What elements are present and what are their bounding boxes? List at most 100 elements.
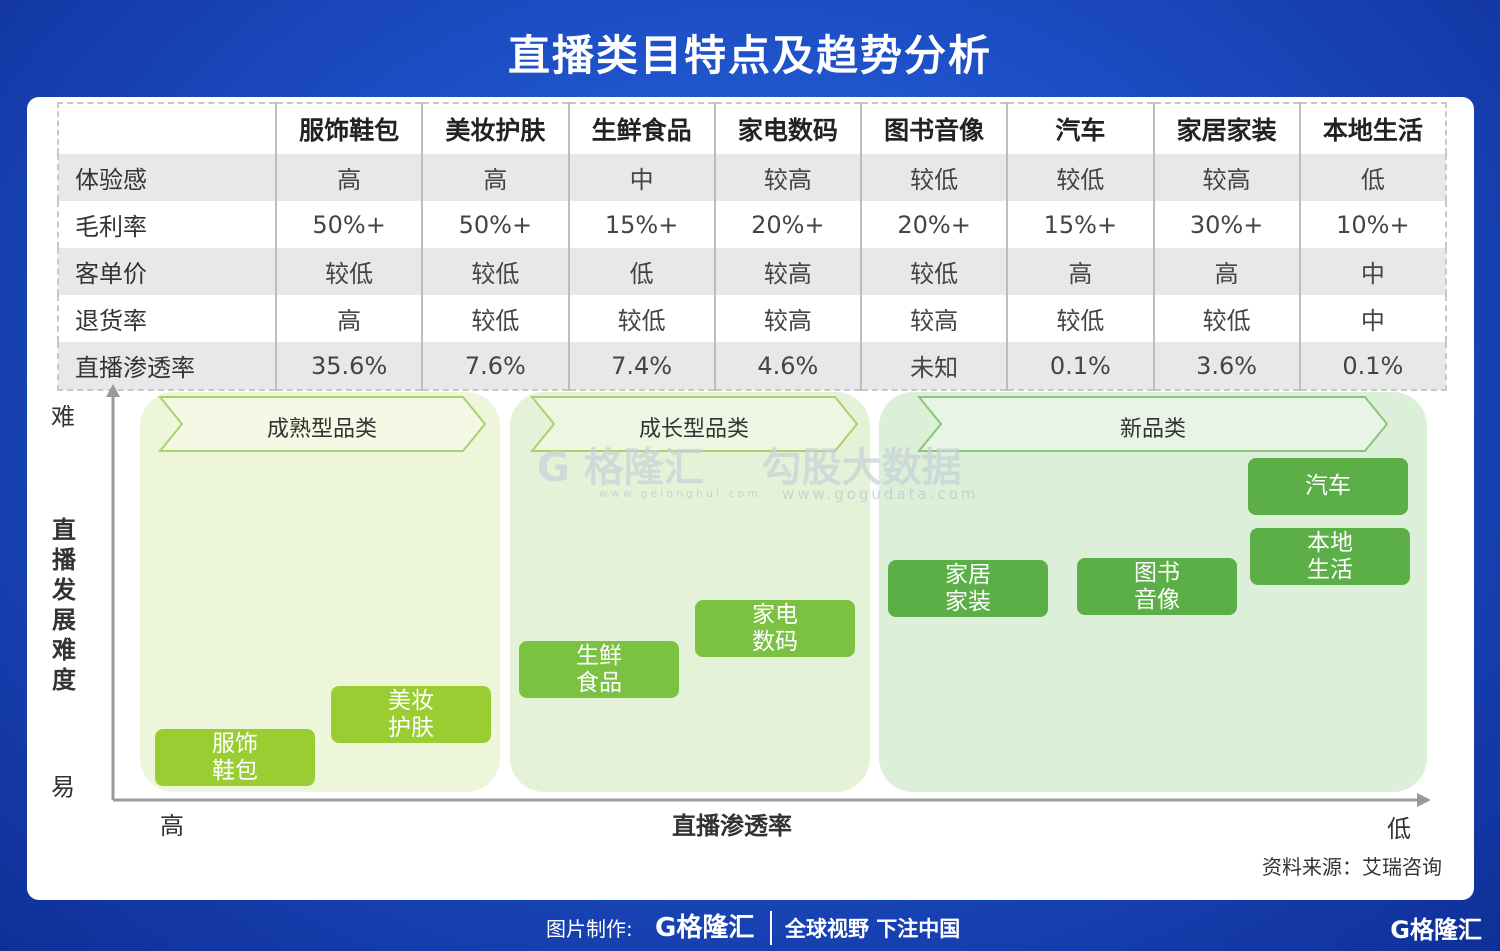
x-axis-arrow xyxy=(1417,793,1431,807)
corner-logo-g-icon: G xyxy=(1390,916,1410,944)
box-line: 生鲜 xyxy=(576,642,622,669)
table-row: 体验感 高 高 中 较高 较低 较低 较高 低 xyxy=(58,154,1446,201)
table-cell: 较低 xyxy=(276,248,424,295)
x-axis-title: 直播渗透率 xyxy=(672,812,792,840)
table-cell: 高 xyxy=(276,154,424,201)
watermark-brand-2: 勾股大数据 xyxy=(761,445,962,491)
table-cell: 0.1% xyxy=(1299,342,1446,390)
box-apparel: 服饰 鞋包 xyxy=(155,729,315,786)
footer-slogan: 全球视野 下注中国 xyxy=(785,917,961,941)
chevron-mature xyxy=(157,396,487,452)
table-header-cell xyxy=(58,103,277,154)
table-cell: 中 xyxy=(568,154,716,201)
table-header-cell: 本地生活 xyxy=(1299,103,1446,154)
box-line: 食品 xyxy=(576,669,622,696)
table-cell: 较低 xyxy=(1007,295,1155,342)
category-table: 服饰鞋包 美妆护肤 生鲜食品 家电数码 图书音像 汽车 家居家装 本地生活 体验… xyxy=(57,102,1447,391)
box-auto: 汽车 xyxy=(1248,458,1408,515)
box-local-life: 本地 生活 xyxy=(1250,528,1410,585)
box-line: 家装 xyxy=(945,588,991,615)
content-panel: 服饰鞋包 美妆护肤 生鲜食品 家电数码 图书音像 汽车 家居家装 本地生活 体验… xyxy=(27,97,1474,900)
table-cell: 中 xyxy=(1299,248,1446,295)
table-cell: 0.1% xyxy=(1007,342,1155,390)
box-line: 家居 xyxy=(945,561,991,588)
table-cell: 4.6% xyxy=(714,342,863,390)
watermark-url-2: www.gogudata.com xyxy=(782,485,979,503)
footer: 图片制作: G格隆汇 全球视野 下注中国 xyxy=(0,905,1500,951)
table-cell: 较低 xyxy=(861,154,1009,201)
table-cell: 50%+ xyxy=(422,201,570,248)
table-cell: 15%+ xyxy=(568,201,716,248)
box-beauty: 美妆 护肤 xyxy=(331,686,491,743)
table-header-cell: 服饰鞋包 xyxy=(276,103,424,154)
table-header-cell: 美妆护肤 xyxy=(422,103,570,154)
row-label: 毛利率 xyxy=(58,201,277,248)
x-axis-left-label: 高 xyxy=(160,812,184,840)
table-header-row: 服饰鞋包 美妆护肤 生鲜食品 家电数码 图书音像 汽车 家居家装 本地生活 xyxy=(58,103,1446,154)
logo-g-icon: G xyxy=(655,913,677,943)
table-cell: 低 xyxy=(1299,154,1446,201)
box-electronics: 家电 数码 xyxy=(695,600,855,657)
table-cell: 较低 xyxy=(422,295,570,342)
table-cell: 7.4% xyxy=(568,342,716,390)
box-line: 美妆 xyxy=(388,687,434,714)
row-label: 客单价 xyxy=(58,248,277,295)
y-axis-bottom-label: 易 xyxy=(51,773,75,801)
table-row: 毛利率 50%+ 50%+ 15%+ 20%+ 20%+ 15%+ 30%+ 1… xyxy=(58,201,1446,248)
table-header-cell: 图书音像 xyxy=(861,103,1009,154)
y-axis-title: 直播发展难度 xyxy=(52,516,76,694)
table-cell: 较高 xyxy=(1153,154,1301,201)
table-cell: 高 xyxy=(276,295,424,342)
table-cell: 较低 xyxy=(422,248,570,295)
watermark: G 格隆汇 勾股大数据 www.gelonghui.com www.goguda… xyxy=(537,435,976,503)
table-cell: 较低 xyxy=(1153,295,1301,342)
chevron-growth xyxy=(529,396,859,452)
box-line: 本地 xyxy=(1307,529,1353,556)
table-cell: 高 xyxy=(422,154,570,201)
zone-growth xyxy=(510,392,870,792)
box-line: 服饰 xyxy=(212,730,258,757)
table-cell: 低 xyxy=(568,248,716,295)
box-line: 生活 xyxy=(1307,556,1353,583)
table-row: 直播渗透率 35.6% 7.6% 7.4% 4.6% 未知 0.1% 3.6% … xyxy=(58,342,1446,390)
box-line: 数码 xyxy=(752,628,798,655)
table-header-cell: 生鲜食品 xyxy=(568,103,716,154)
page-title: 直播类目特点及趋势分析 xyxy=(507,31,992,80)
box-fresh-food: 生鲜 食品 xyxy=(519,641,679,698)
source-note: 资料来源：艾瑞咨询 xyxy=(1262,855,1442,879)
table-cell: 较高 xyxy=(714,248,863,295)
chevron-new xyxy=(916,396,1389,452)
corner-logo: G格隆汇 xyxy=(1390,910,1482,945)
row-label: 直播渗透率 xyxy=(58,342,277,390)
chevron-arrows xyxy=(106,384,1431,807)
footer-logo-text: 格隆汇 xyxy=(676,913,755,943)
table-row: 客单价 较低 较低 低 较高 较低 高 高 中 xyxy=(58,248,1446,295)
table-cell: 30%+ xyxy=(1153,201,1301,248)
watermark-logo-icon: G xyxy=(537,445,570,491)
table-row: 退货率 高 较低 较低 较高 较高 较低 较低 中 xyxy=(58,295,1446,342)
table-cell: 35.6% xyxy=(276,342,424,390)
zone-label-growth: 成长型品类 xyxy=(638,417,749,442)
box-line: 家电 xyxy=(752,601,798,628)
x-axis-right-label: 低 xyxy=(1387,815,1411,843)
table-cell: 20%+ xyxy=(861,201,1009,248)
watermark-url-1: www.gelonghui.com xyxy=(599,487,761,500)
zone-label-mature: 成熟型品类 xyxy=(266,417,377,442)
box-books: 图书 音像 xyxy=(1077,558,1237,615)
table-cell: 较高 xyxy=(861,295,1009,342)
row-label: 体验感 xyxy=(58,154,277,201)
footer-logo: G格隆汇 xyxy=(655,907,754,944)
table-cell: 较低 xyxy=(1007,154,1155,201)
box-line: 汽车 xyxy=(1305,473,1351,499)
box-line: 鞋包 xyxy=(212,757,258,784)
table-cell: 较低 xyxy=(568,295,716,342)
zone-label-new: 新品类 xyxy=(1119,417,1186,442)
table-cell: 高 xyxy=(1153,248,1301,295)
watermark-brand-1: 格隆汇 xyxy=(583,445,704,491)
table-cell: 15%+ xyxy=(1007,201,1155,248)
row-label: 退货率 xyxy=(58,295,277,342)
y-axis-top-label: 难 xyxy=(51,403,75,431)
table-cell: 较高 xyxy=(714,295,863,342)
table-header-cell: 家居家装 xyxy=(1153,103,1301,154)
table-cell: 中 xyxy=(1299,295,1446,342)
